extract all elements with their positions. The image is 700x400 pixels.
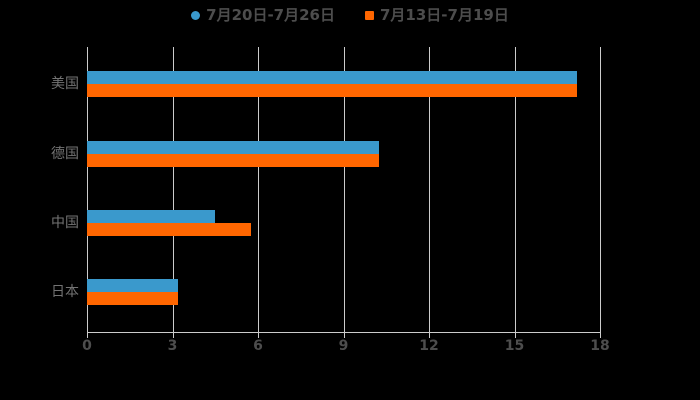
gridline-6 xyxy=(258,47,259,332)
x-tick-label-6: 6 xyxy=(253,338,263,354)
bar-week2-0[interactable] xyxy=(87,71,578,84)
x-tick-label-18: 18 xyxy=(590,338,610,354)
category-label-0: 美国 xyxy=(51,76,79,92)
bar-week1-1[interactable] xyxy=(87,154,380,167)
category-label-3: 日本 xyxy=(51,284,79,300)
x-tick-mark-12 xyxy=(429,332,430,338)
legend-label: 7月13日-7月19日 xyxy=(380,6,509,24)
x-tick-mark-9 xyxy=(343,332,345,338)
x-tick-label-3: 3 xyxy=(167,338,178,354)
x-tick-mark-15 xyxy=(514,332,516,338)
legend-circle-marker-icon xyxy=(191,10,201,20)
x-tick-mark-3 xyxy=(172,332,174,338)
x-tick-mark-0 xyxy=(87,332,88,338)
legend-item-series-0[interactable]: 7月20日-7月26日 xyxy=(191,6,335,24)
bar-week2-2[interactable] xyxy=(87,210,216,223)
gridline-9 xyxy=(343,47,345,332)
x-tick-label-0: 0 xyxy=(82,338,92,354)
bar-week2-3[interactable] xyxy=(87,279,179,292)
x-axis-line xyxy=(87,332,601,333)
x-tick-label-12: 12 xyxy=(419,338,439,354)
x-tick-label-9: 9 xyxy=(338,338,349,354)
legend-item-series-1[interactable]: 7月13日-7月19日 xyxy=(365,6,509,24)
legend-label: 7月20日-7月26日 xyxy=(206,6,335,24)
legend-square-marker-icon xyxy=(365,10,374,20)
gridline-3 xyxy=(172,47,174,332)
x-tick-mark-18 xyxy=(600,332,601,338)
category-label-1: 德国 xyxy=(51,146,79,162)
chart-legend: 7月20日-7月26日 7月13日-7月19日 xyxy=(0,6,700,24)
gridline-18 xyxy=(600,47,601,332)
gridline-15 xyxy=(514,47,516,332)
y-axis-line xyxy=(87,47,88,332)
x-tick-label-15: 15 xyxy=(504,338,525,354)
x-tick-mark-6 xyxy=(258,332,259,338)
bar-week1-0[interactable] xyxy=(87,84,578,97)
bar-week2-1[interactable] xyxy=(87,141,380,154)
category-label-2: 中国 xyxy=(51,215,79,231)
bar-week1-3[interactable] xyxy=(87,292,179,305)
bar-week1-2[interactable] xyxy=(87,223,251,236)
gridline-12 xyxy=(429,47,430,332)
